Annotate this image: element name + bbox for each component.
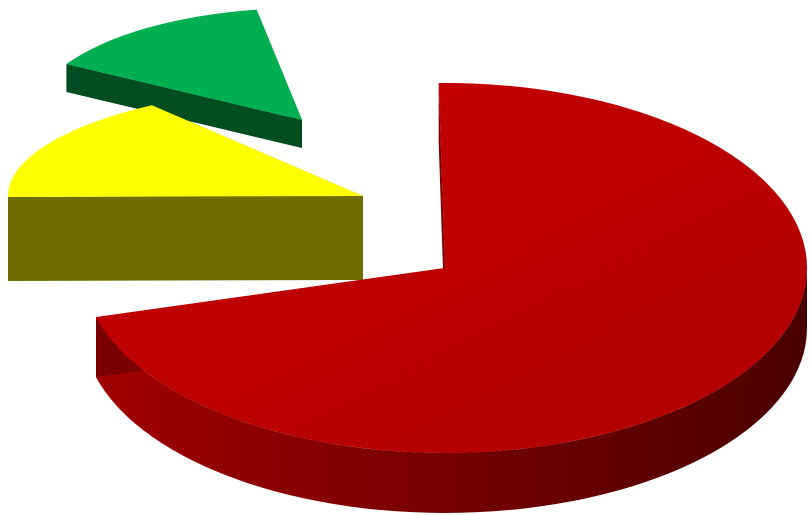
pie-slices — [7, 9, 808, 513]
pie-slice-2 — [66, 9, 303, 148]
pie-slice-2-wall-0 — [66, 64, 303, 148]
pie-slice-0-rim — [96, 268, 807, 513]
pie-slice-0-top — [96, 82, 808, 453]
pie-slice-0 — [96, 82, 808, 513]
pie-slice-0-wall-0 — [438, 83, 445, 328]
pie-slice-1-top — [7, 105, 364, 197]
pie-slice-2-top — [66, 9, 303, 121]
pie-slice-1 — [7, 105, 364, 281]
